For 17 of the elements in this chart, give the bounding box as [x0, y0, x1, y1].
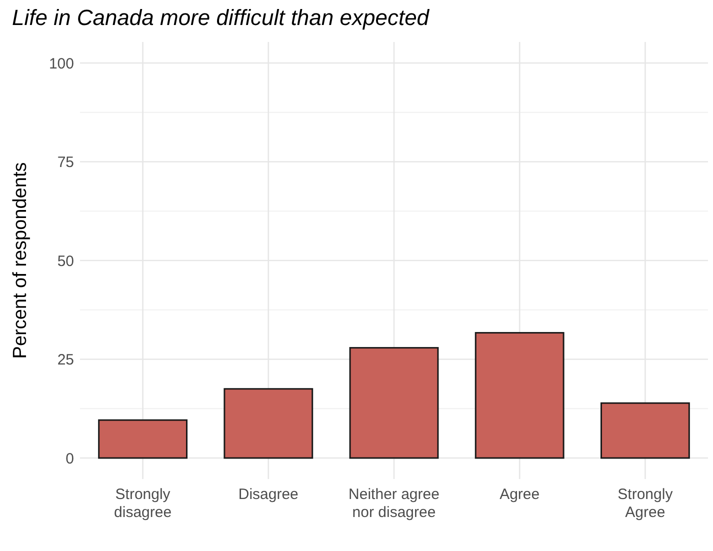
y-tick-label: 25	[57, 352, 74, 368]
y-tick-label: 100	[48, 55, 74, 72]
x-tick-label: Strongly disagree	[114, 486, 172, 521]
x-tick-label: Disagree	[238, 486, 298, 503]
bar	[349, 347, 439, 459]
y-tick-label: 0	[66, 450, 74, 468]
bar	[600, 402, 690, 459]
y-tick-label: 75	[57, 154, 74, 171]
y-axis-title: Percent of respondents	[10, 162, 31, 359]
y-tick-label: 50	[57, 252, 74, 270]
x-tick-label: Strongly Agree	[618, 486, 674, 521]
bar	[474, 332, 564, 459]
bar	[224, 388, 314, 459]
chart-title: Life in Canada more difficult than expected	[12, 5, 430, 30]
x-tick-label: Neither agree nor disagree	[348, 486, 440, 521]
x-tick-label: Agree	[500, 486, 540, 503]
bar	[98, 419, 188, 459]
